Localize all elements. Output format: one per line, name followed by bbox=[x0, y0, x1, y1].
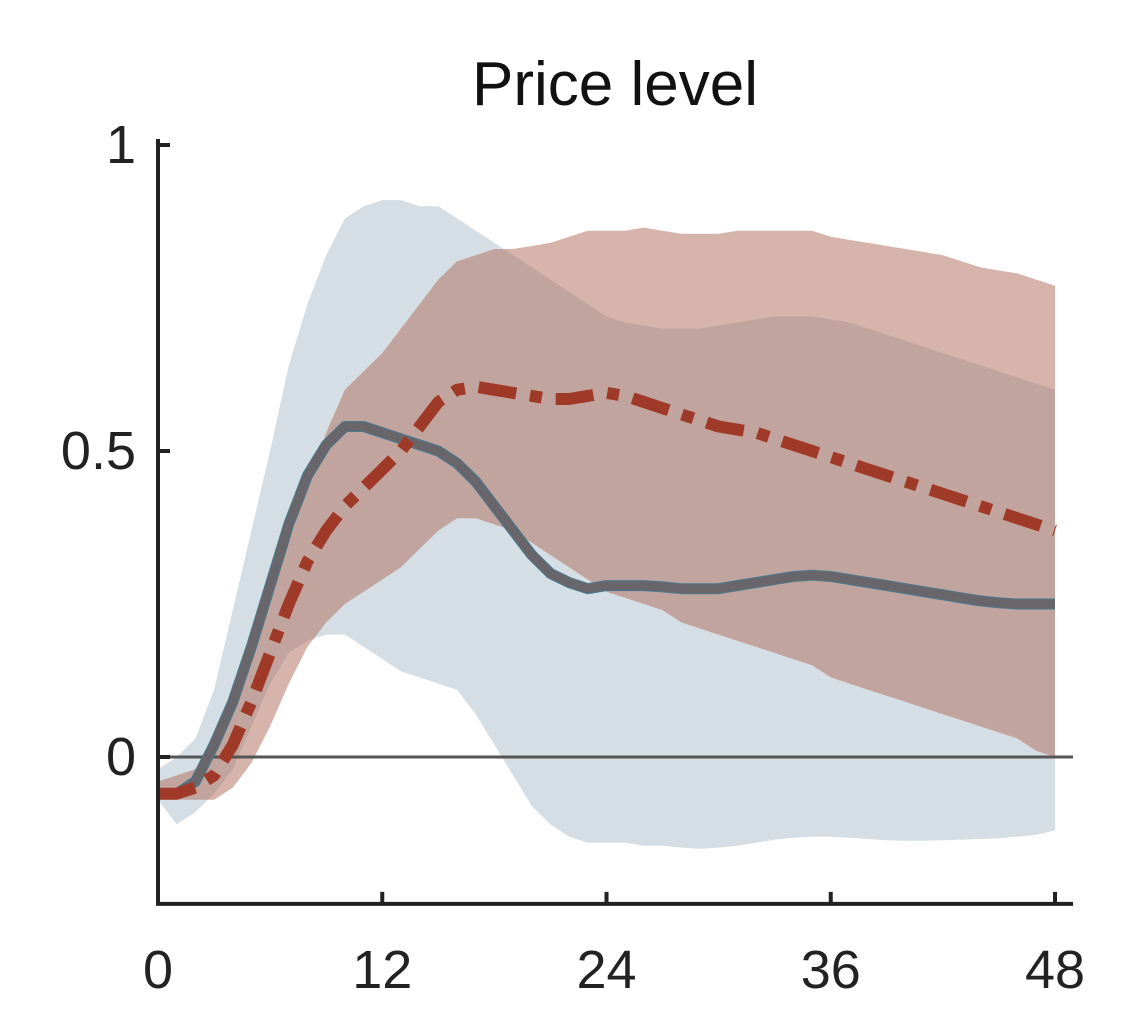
confidence-bands bbox=[158, 200, 1055, 849]
x-tick-label: 36 bbox=[801, 940, 861, 1000]
x-tick-label: 0 bbox=[143, 940, 173, 1000]
x-tick-label: 48 bbox=[1025, 940, 1085, 1000]
chart-title: Price level bbox=[472, 50, 758, 119]
y-tick-label: 0.5 bbox=[61, 421, 136, 481]
x-tick-label: 12 bbox=[352, 940, 412, 1000]
y-tick-label: 1 bbox=[106, 115, 136, 175]
confidence-band-2 bbox=[158, 227, 1055, 800]
series-lines bbox=[158, 380, 1057, 800]
y-tick-label: 0 bbox=[106, 727, 136, 787]
x-tick-label: 24 bbox=[576, 940, 636, 1000]
axes: 0 0.5 1 0 12 24 36 48 bbox=[61, 115, 1085, 1000]
series-1-line bbox=[158, 422, 1055, 799]
series-2-line bbox=[158, 380, 1057, 800]
